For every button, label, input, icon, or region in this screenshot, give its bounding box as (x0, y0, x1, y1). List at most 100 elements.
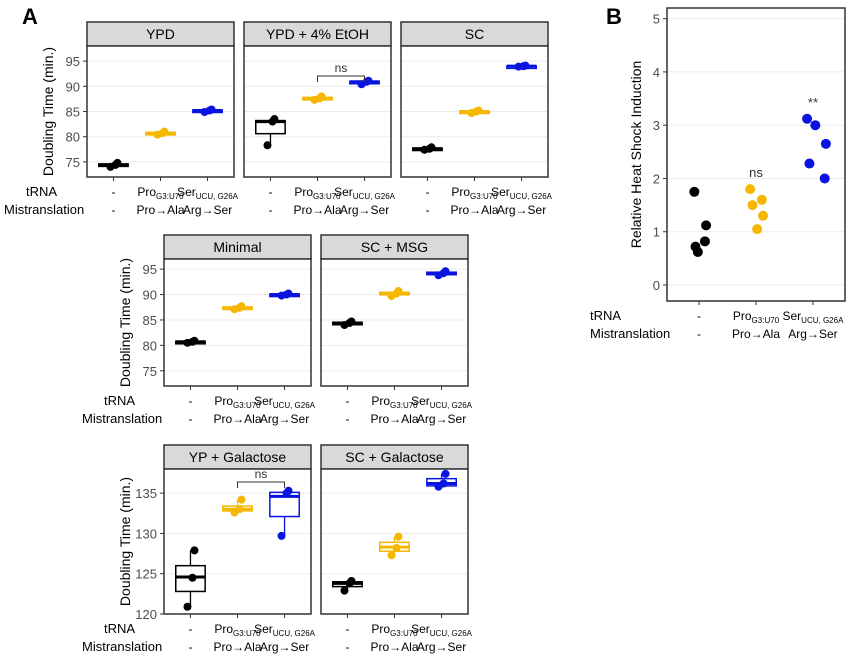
x-tick-label-trna: SerUCU, G26A (254, 622, 316, 638)
data-point (701, 220, 712, 231)
plot-area (164, 259, 311, 386)
panel-label-b: B (606, 4, 622, 29)
y-tick-label: 1 (653, 225, 660, 240)
y-tick-label: 75 (143, 364, 157, 379)
x-tick-label-trna: SerUCU, G26A (411, 394, 473, 410)
data-point (820, 138, 831, 149)
significance-label: ns (749, 165, 763, 180)
x-tick-label-trna: ProG3:U70 (137, 185, 184, 201)
row-label-trna: tRNA (104, 393, 135, 408)
y-tick-label: 85 (143, 313, 157, 328)
data-point (237, 302, 246, 311)
x-tick-label-trna: - (345, 622, 349, 636)
data-point (340, 586, 349, 595)
x-tick-label-trna: SerUCU, G26A (411, 622, 473, 638)
data-point (521, 61, 530, 70)
y-axis-title: Relative Heat Shock Induction (628, 61, 644, 249)
y-axis-title: Doubling Time (min.) (117, 258, 133, 387)
data-point (160, 127, 169, 136)
data-point (347, 317, 356, 326)
data-point (692, 246, 703, 257)
data-point (689, 186, 700, 197)
significance-bracket (317, 75, 366, 82)
x-tick-label-mistranslation: Pro→Ala (293, 203, 341, 217)
y-tick-label: 4 (653, 65, 660, 80)
x-tick-label-mistranslation: Arg→Ser (260, 640, 309, 654)
data-point (810, 120, 821, 131)
chart-panels: YPD 75 80 85 90 95 Doubling Time (min.) - ProG3:… (4, 7, 846, 654)
x-tick-label-mistranslation: Pro→Ala (370, 412, 418, 426)
data-point (188, 573, 197, 582)
x-tick-label-trna: SerUCU, G26A (491, 185, 553, 201)
y-tick-label: 120 (135, 607, 157, 622)
x-tick-label-mistranslation: Arg→Ser (497, 203, 546, 217)
y-tick-label: 135 (135, 486, 157, 501)
y-tick-label: 3 (653, 118, 660, 133)
y-tick-label: 95 (143, 262, 157, 277)
data-point (183, 602, 192, 611)
x-tick-label-mistranslation: Arg→Ser (788, 327, 837, 341)
data-point (394, 532, 403, 541)
data-point (190, 336, 199, 345)
x-tick-label-trna: SerUCU, G26A (782, 309, 844, 325)
data-point (699, 236, 710, 247)
chart-panel: YPD 75 80 85 90 95 Doubling Time (min.) - ProG3:… (4, 21, 239, 217)
x-tick-label-mistranslation: Arg→Ser (417, 640, 466, 654)
y-tick-label: 80 (143, 338, 157, 353)
y-tick-label: 2 (653, 171, 660, 186)
data-point (284, 289, 293, 298)
panel-strip (320, 234, 469, 260)
data-point (802, 113, 813, 124)
x-tick-label-mistranslation: Pro→Ala (213, 640, 261, 654)
y-tick-label: 85 (66, 105, 80, 120)
data-point (427, 143, 436, 152)
data-point (474, 106, 483, 115)
panel-title: YP + Galactose (189, 449, 287, 465)
data-point (235, 505, 244, 514)
x-tick-label-trna: - (345, 394, 349, 408)
y-tick-label: 125 (135, 567, 157, 582)
plot-area (667, 8, 845, 301)
x-tick-label-trna: - (188, 622, 192, 636)
y-tick-label: 130 (135, 526, 157, 541)
data-point (237, 495, 246, 504)
panel-strip (320, 444, 469, 470)
row-label-mistranslation: Mistranslation (590, 326, 670, 341)
data-point (207, 105, 216, 114)
data-point (747, 200, 758, 211)
x-tick-label-mistranslation: Pro→Ala (450, 203, 498, 217)
x-tick-label-mistranslation: - (425, 203, 429, 217)
x-tick-label-trna: ProG3:U70 (371, 394, 418, 410)
x-tick-label-mistranslation: Arg→Ser (417, 412, 466, 426)
panel-title: YPD (146, 26, 175, 42)
x-tick-label-trna: ProG3:U70 (733, 309, 780, 325)
x-tick-label-trna: - (697, 309, 701, 323)
x-tick-label-mistranslation: Pro→Ala (213, 412, 261, 426)
data-point (758, 210, 769, 221)
data-point (364, 76, 373, 85)
panel-title: SC + MSG (361, 239, 428, 255)
data-point (804, 158, 815, 169)
x-tick-label-trna: - (425, 185, 429, 199)
y-tick-label: 90 (66, 79, 80, 94)
x-tick-label-mistranslation: Pro→Ala (136, 203, 184, 217)
data-point (756, 194, 767, 205)
significance-label: ns (255, 467, 268, 481)
panel-label-a: A (22, 4, 38, 29)
x-tick-label-mistranslation: Arg→Ser (340, 203, 389, 217)
x-tick-label-trna: ProG3:U70 (294, 185, 341, 201)
x-tick-label-mistranslation: - (188, 640, 192, 654)
panel-strip (86, 21, 235, 47)
panel-strip (243, 21, 392, 47)
x-tick-label-trna: SerUCU, G26A (334, 185, 396, 201)
y-tick-label: 75 (66, 155, 80, 170)
x-tick-label-mistranslation: Arg→Ser (260, 412, 309, 426)
x-tick-label-trna: ProG3:U70 (214, 394, 261, 410)
x-tick-label-trna: ProG3:U70 (214, 622, 261, 638)
data-point (752, 224, 763, 235)
x-tick-label-trna: - (268, 185, 272, 199)
significance-bracket (237, 481, 286, 488)
x-tick-label-trna: - (111, 185, 115, 199)
